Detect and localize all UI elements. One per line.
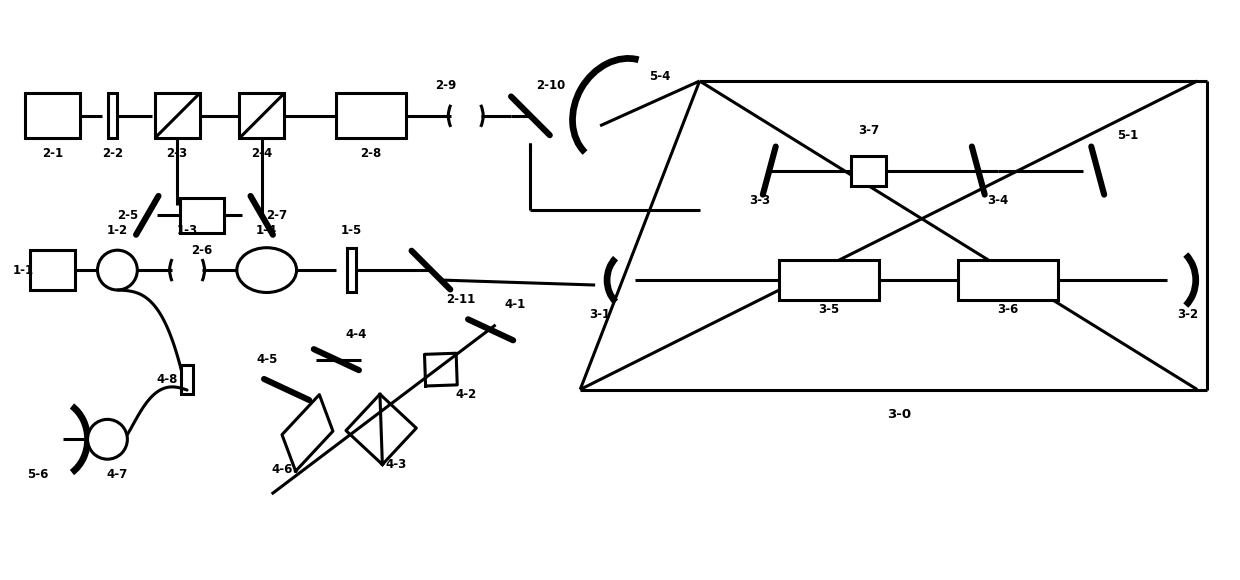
Bar — [347, 248, 356, 292]
Text: 3-4: 3-4 — [987, 194, 1009, 207]
Text: 3-5: 3-5 — [818, 303, 839, 317]
Text: 4-4: 4-4 — [346, 328, 367, 341]
Text: 5-4: 5-4 — [649, 70, 671, 82]
Text: 4-8: 4-8 — [156, 373, 177, 386]
Text: 4-6: 4-6 — [272, 463, 293, 476]
Text: 2-2: 2-2 — [102, 147, 123, 160]
Text: 3-6: 3-6 — [997, 303, 1019, 317]
Text: 5-1: 5-1 — [1117, 129, 1138, 142]
Text: 4-1: 4-1 — [505, 299, 526, 311]
Bar — [959, 260, 1058, 300]
Text: 3-1: 3-1 — [589, 309, 610, 321]
Circle shape — [88, 419, 128, 459]
Text: 3-0: 3-0 — [887, 408, 910, 421]
Text: 2-3: 2-3 — [166, 147, 187, 160]
Text: 4-7: 4-7 — [107, 467, 128, 481]
Text: 1-5: 1-5 — [341, 224, 362, 237]
Bar — [25, 93, 81, 138]
Text: 5-6: 5-6 — [27, 467, 48, 481]
Text: 3-3: 3-3 — [749, 194, 770, 207]
Circle shape — [98, 250, 138, 290]
Text: 1-3: 1-3 — [176, 224, 197, 237]
Bar — [30, 250, 76, 290]
Bar — [108, 93, 117, 138]
Text: 2-4: 2-4 — [250, 147, 273, 160]
Text: 4-3: 4-3 — [386, 458, 407, 470]
Text: 2-11: 2-11 — [446, 293, 475, 306]
Bar — [181, 365, 193, 394]
Text: 2-8: 2-8 — [361, 147, 382, 160]
Bar — [852, 155, 887, 186]
Text: 4-2: 4-2 — [455, 388, 476, 401]
Bar — [155, 93, 200, 138]
Text: 2-5: 2-5 — [117, 209, 138, 222]
Text: 2-9: 2-9 — [435, 79, 456, 92]
Bar — [180, 198, 224, 233]
Text: 3-2: 3-2 — [1177, 309, 1198, 321]
Text: 2-10: 2-10 — [536, 79, 565, 92]
Text: 3-7: 3-7 — [858, 124, 879, 137]
Bar — [336, 93, 405, 138]
Text: 2-6: 2-6 — [191, 244, 212, 257]
Text: 1-1: 1-1 — [12, 263, 33, 277]
Text: 1-4: 1-4 — [257, 224, 278, 237]
Text: 1-2: 1-2 — [107, 224, 128, 237]
Ellipse shape — [237, 248, 296, 292]
Text: 2-7: 2-7 — [267, 209, 288, 222]
Bar — [779, 260, 879, 300]
Text: 2-1: 2-1 — [42, 147, 63, 160]
Text: 4-5: 4-5 — [255, 353, 278, 366]
Bar — [239, 93, 284, 138]
